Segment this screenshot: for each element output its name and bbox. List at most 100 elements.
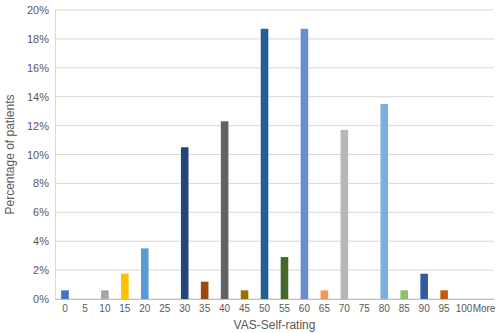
x-tick-label: 70 [339,303,351,314]
x-tick-label: 25 [159,303,171,314]
bar [121,274,129,299]
x-tick: 95 [439,299,451,314]
x-tick: 0 [62,299,68,314]
x-tick: 45 [239,299,251,314]
x-tick: 15 [119,299,131,314]
y-tick: 20% [27,4,55,16]
x-tick-label: 0 [62,303,68,314]
grid-line [55,10,494,11]
x-tick-label: More [473,303,496,314]
y-tick: 10% [27,149,55,161]
bar [181,147,189,299]
y-tick-label: 4% [33,235,49,247]
y-tick: 4% [33,235,55,247]
x-tick: 80 [379,299,391,314]
x-tick: 85 [399,299,411,314]
y-tick: 6% [33,206,55,218]
y-tick-label: 0% [33,293,49,305]
x-tick-label: 75 [359,303,371,314]
y-tick-label: 10% [27,149,49,161]
bars [61,29,448,299]
y-tick: 12% [27,120,55,132]
bar [321,290,329,299]
grid-line [55,96,494,97]
grid-line [55,270,494,271]
x-tick-label: 50 [259,303,271,314]
x-tick-label: 5 [82,303,88,314]
plot: 0% 2% 4% 6% 8% 10% 12% 14% 16% 18% 20% 0 5 10 15 20 25 30… [27,4,496,314]
x-tick: 55 [279,299,291,314]
grid-line [55,212,494,213]
grid-line [55,154,494,155]
x-tick: 30 [179,299,191,314]
bar [61,290,69,299]
bar [400,290,408,299]
x-tick: 25 [159,299,171,314]
x-tick-label: 80 [379,303,391,314]
x-axis-line [56,299,495,300]
y-axis: 0% 2% 4% 6% 8% 10% 12% 14% 16% 18% 20% [27,4,56,305]
bar [420,274,428,299]
x-tick-label: 20 [139,303,151,314]
y-tick-label: 8% [33,177,49,189]
y-tick: 2% [33,264,55,276]
x-tick-label: 35 [199,303,211,314]
y-tick-label: 12% [27,120,49,132]
bar [341,130,349,299]
x-tick: 90 [419,299,431,314]
x-tick: 35 [199,299,211,314]
y-tick-label: 20% [27,4,49,16]
x-tick-label: 40 [219,303,231,314]
bar [141,248,149,299]
y-tick: 0% [33,293,55,305]
y-tick-label: 14% [27,91,49,103]
x-tick: 50 [259,299,271,314]
bar [480,299,488,300]
bar [380,104,388,299]
grid-line [55,38,494,39]
y-tick-label: 16% [27,62,49,74]
bar [101,290,109,299]
bar [221,121,229,299]
y-tick-label: 18% [27,33,49,45]
x-tick-label: 95 [439,303,451,314]
bar [460,299,468,300]
x-tick: 40 [219,299,231,314]
x-tick: 65 [319,299,331,314]
x-tick-label: 90 [419,303,431,314]
y-tick: 8% [33,177,55,189]
y-tick-label: 2% [33,264,49,276]
x-tick-label: 100 [456,303,473,314]
bar [281,257,289,299]
y-tick: 16% [27,62,55,74]
y-tick: 14% [27,91,55,103]
grid-line [55,125,494,126]
x-tick-label: 55 [279,303,291,314]
grid-line [55,299,494,300]
grid-line [55,241,494,242]
bar [241,290,249,299]
y-axis-line [55,11,56,300]
x-tick-label: 60 [299,303,311,314]
x-tick: 20 [139,299,151,314]
bar [81,299,89,300]
x-tick: 75 [359,299,371,314]
x-tick-label: 45 [239,303,251,314]
x-tick: 10 [99,299,111,314]
bar [440,290,448,299]
grid-line [55,67,494,68]
bar [301,29,309,299]
y-axis-title: Percentage of patients [3,94,17,214]
bar [361,299,369,300]
x-tick: 100 [456,299,473,314]
x-axis-title: VAS-Self-rating [234,318,316,332]
x-tick: 60 [299,299,311,314]
bar [201,282,209,299]
y-tick: 18% [27,33,55,45]
x-tick-label: 65 [319,303,331,314]
grid-line [55,183,494,184]
x-tick-label: 85 [399,303,411,314]
x-tick-label: 15 [119,303,131,314]
x-tick: 5 [82,299,88,314]
bar [261,29,269,299]
